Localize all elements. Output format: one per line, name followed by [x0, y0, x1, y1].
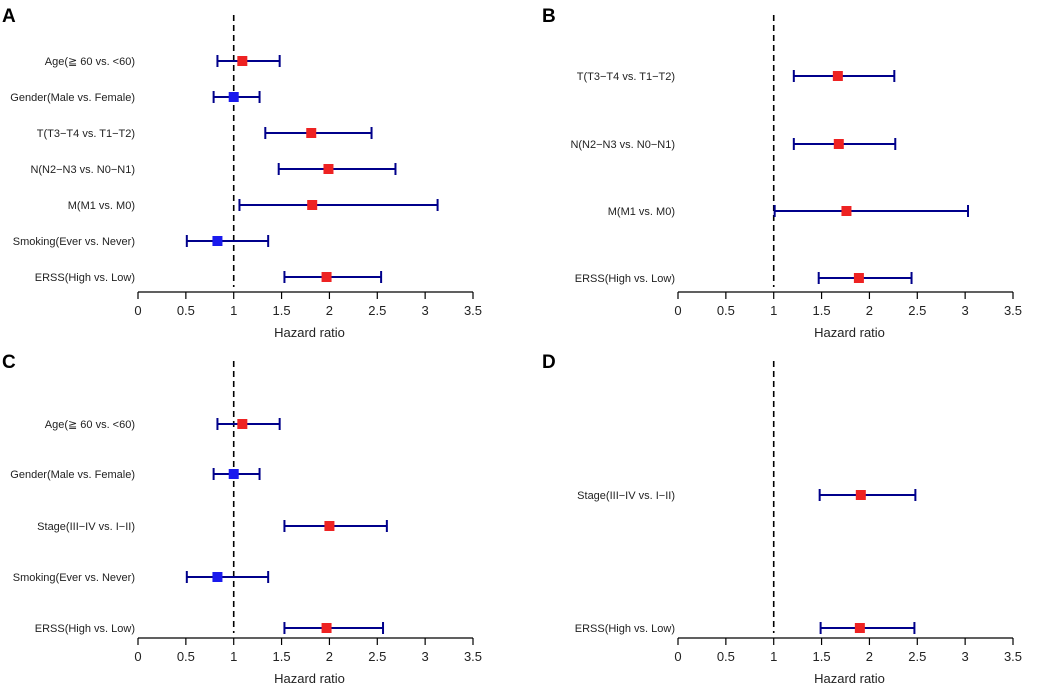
- row-label: M(M1 vs. M0): [608, 206, 675, 218]
- row-label: Smoking(Ever vs. Never): [13, 572, 135, 584]
- panel-b: B T(T3−T4 vs. T1−T2) N(N2−N3 vs. N0−N1) M(M…: [542, 6, 1022, 340]
- x-tick-label: 1: [770, 649, 777, 664]
- row-label: T(T3−T4 vs. T1−T2): [577, 71, 675, 83]
- row-label: ERSS(High vs. Low): [35, 623, 135, 635]
- hr-point: [853, 273, 864, 283]
- x-axis-title: Hazard ratio: [274, 671, 345, 686]
- x-tick-label: 0.5: [177, 303, 195, 318]
- hr-point: [324, 521, 335, 531]
- x-tick-label: 2: [326, 303, 333, 318]
- x-tick-label: 2.5: [908, 303, 926, 318]
- row-label: N(N2−N3 vs. N0−N1): [570, 139, 675, 151]
- x-tick-label: 3: [422, 649, 429, 664]
- row-label: ERSS(High vs. Low): [575, 623, 675, 635]
- hr-point: [855, 490, 866, 500]
- hr-point: [228, 92, 239, 102]
- x-tick-label: 0: [674, 649, 681, 664]
- x-tick-label: 3.5: [1004, 649, 1022, 664]
- row-label: Smoking(Ever vs. Never): [13, 236, 135, 248]
- x-tick-label: 1: [230, 303, 237, 318]
- x-axis-title: Hazard ratio: [274, 325, 345, 340]
- x-tick-label: 1: [230, 649, 237, 664]
- x-tick-label: 1.5: [813, 303, 831, 318]
- x-tick-label: 0: [674, 303, 681, 318]
- row-label: ERSS(High vs. Low): [35, 272, 135, 284]
- x-tick-label: 2.5: [368, 649, 386, 664]
- hr-point: [212, 572, 223, 582]
- x-axis-title: Hazard ratio: [814, 325, 885, 340]
- panel-d: D Stage(III−IV vs. I−II) ERSS(High vs. Low…: [542, 352, 1022, 686]
- row-label: M(M1 vs. M0): [68, 200, 135, 212]
- row-label: Gender(Male vs. Female): [10, 469, 135, 481]
- x-tick-label: 0: [134, 649, 141, 664]
- row-label: Age(≧ 60 vs. <60): [45, 419, 135, 431]
- hr-point: [833, 139, 844, 149]
- row-label: Stage(III−IV vs. I−II): [577, 490, 675, 502]
- panel-label: C: [2, 352, 16, 373]
- x-tick-label: 0.5: [717, 303, 735, 318]
- row-label: ERSS(High vs. Low): [575, 273, 675, 285]
- x-tick-label: 2.5: [908, 649, 926, 664]
- hr-point: [237, 419, 248, 429]
- hr-point: [323, 164, 334, 174]
- x-tick-label: 1.5: [273, 649, 291, 664]
- x-tick-label: 3: [962, 303, 969, 318]
- x-axis-title: Hazard ratio: [814, 671, 885, 686]
- x-tick-label: 3: [962, 649, 969, 664]
- hr-point: [212, 236, 223, 246]
- hr-point: [307, 200, 318, 210]
- panel-label: D: [542, 352, 556, 373]
- x-tick-label: 0.5: [717, 649, 735, 664]
- panel-a: A Age(≧ 60 vs. <60) Gender(Male vs. Female…: [2, 6, 482, 340]
- hr-point: [237, 56, 248, 66]
- row-label: Age(≧ 60 vs. <60): [45, 56, 135, 68]
- hr-point: [306, 128, 317, 138]
- panel-label: B: [542, 6, 556, 27]
- x-tick-label: 3.5: [464, 649, 482, 664]
- x-tick-label: 0: [134, 303, 141, 318]
- x-tick-label: 2: [326, 649, 333, 664]
- x-tick-label: 0.5: [177, 649, 195, 664]
- x-tick-label: 3: [422, 303, 429, 318]
- x-tick-label: 2: [866, 303, 873, 318]
- panel-label: A: [2, 6, 16, 27]
- hr-point: [321, 272, 332, 282]
- hr-point: [854, 623, 865, 633]
- x-tick-label: 2: [866, 649, 873, 664]
- hr-point: [841, 206, 852, 216]
- x-tick-label: 1: [770, 303, 777, 318]
- x-tick-label: 2.5: [368, 303, 386, 318]
- x-tick-label: 3.5: [1004, 303, 1022, 318]
- x-tick-label: 1.5: [813, 649, 831, 664]
- x-tick-label: 3.5: [464, 303, 482, 318]
- hr-point: [832, 71, 843, 81]
- row-label: N(N2−N3 vs. N0−N1): [30, 164, 135, 176]
- hr-point: [228, 469, 239, 479]
- hr-point: [321, 623, 332, 633]
- x-tick-label: 1.5: [273, 303, 291, 318]
- panel-c: C Age(≧ 60 vs. <60) Gender(Male vs. Female…: [2, 352, 482, 686]
- row-label: Stage(III−IV vs. I−II): [37, 521, 135, 533]
- row-label: Gender(Male vs. Female): [10, 92, 135, 104]
- row-label: T(T3−T4 vs. T1−T2): [37, 128, 135, 140]
